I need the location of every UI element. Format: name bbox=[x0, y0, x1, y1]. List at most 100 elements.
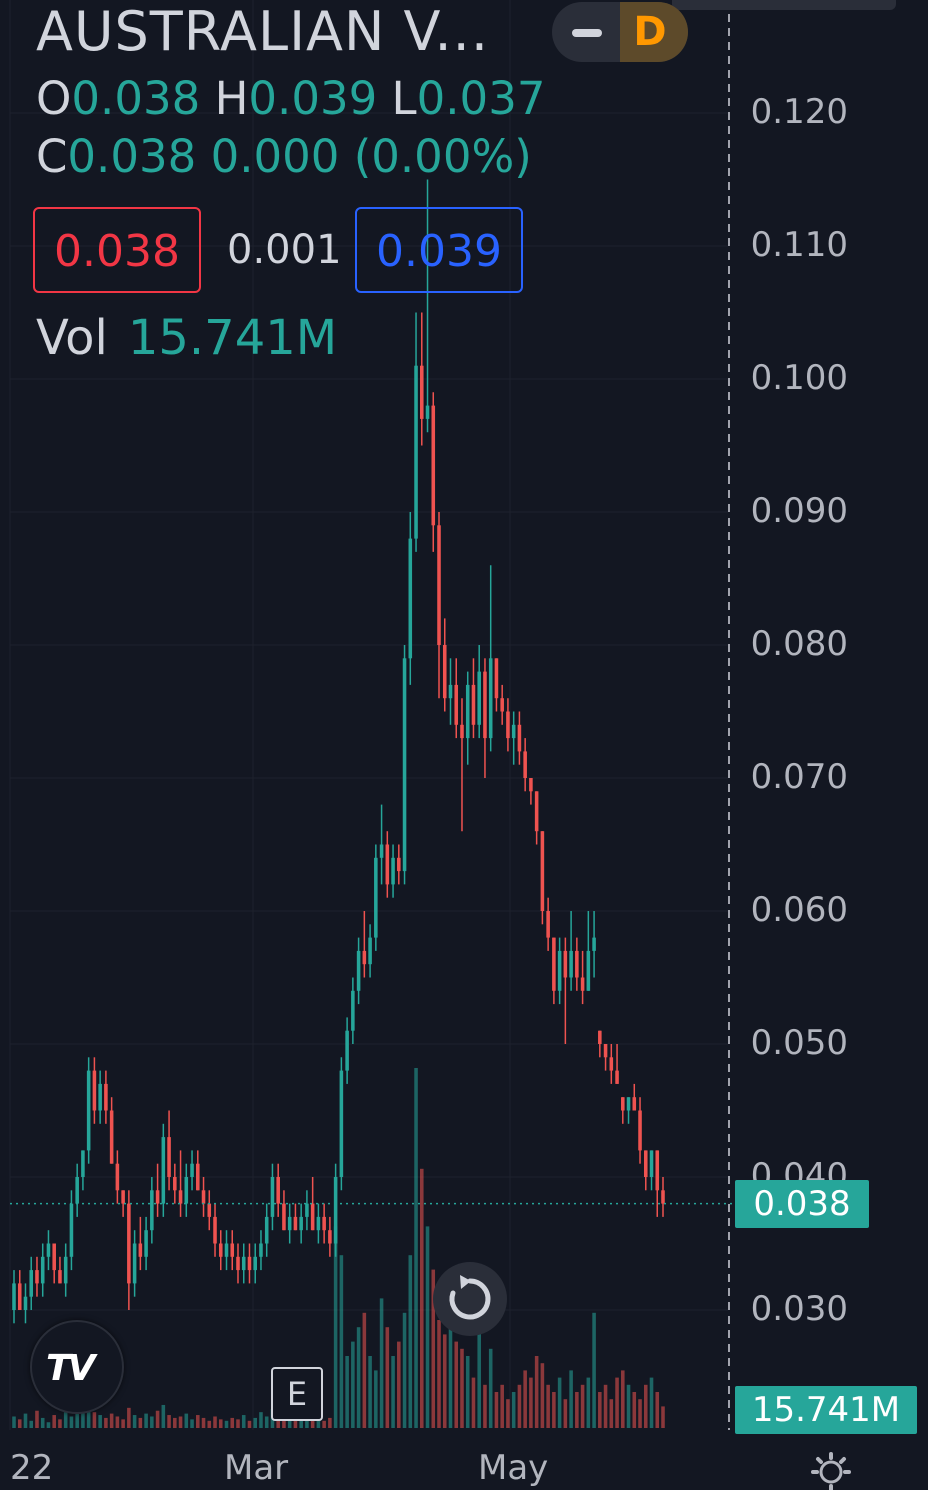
candle-body bbox=[477, 671, 481, 725]
candle-body bbox=[391, 857, 395, 885]
price-tick-label: 0.060 bbox=[750, 890, 848, 930]
volume-bar bbox=[69, 1416, 74, 1428]
candle-body bbox=[127, 1203, 131, 1284]
volume-bar bbox=[460, 1348, 464, 1428]
volume-bar bbox=[138, 1417, 143, 1428]
volume-bar bbox=[414, 1068, 418, 1428]
candle-body bbox=[339, 1070, 344, 1177]
low-value: 0.037 bbox=[416, 72, 546, 125]
price-tick-label: 0.110 bbox=[750, 225, 848, 265]
low-key: L bbox=[391, 72, 417, 125]
volume-bar bbox=[402, 1312, 407, 1428]
candle-body bbox=[586, 950, 591, 991]
price-tick-label: 0.080 bbox=[750, 624, 848, 664]
candle-body bbox=[35, 1270, 39, 1284]
price-tick-label: 0.030 bbox=[750, 1289, 848, 1329]
candle-body bbox=[609, 1057, 614, 1071]
candle-body bbox=[299, 1216, 303, 1231]
volume-bar bbox=[437, 1320, 441, 1428]
ohlc-row-1: O0.038 H0.039 L0.037 bbox=[36, 72, 545, 125]
candle-body bbox=[190, 1163, 194, 1177]
ask-badge[interactable]: 0.039 bbox=[355, 207, 523, 293]
volume-bar bbox=[575, 1392, 579, 1428]
volume-bar bbox=[523, 1370, 527, 1428]
volume-bar bbox=[230, 1417, 235, 1428]
volume-bar bbox=[471, 1377, 476, 1428]
volume-bar bbox=[104, 1417, 108, 1428]
candle-body bbox=[98, 1083, 102, 1111]
candle-body bbox=[29, 1270, 34, 1297]
candle-body bbox=[506, 711, 510, 739]
volume-bar bbox=[557, 1377, 562, 1428]
volume-bar bbox=[98, 1415, 102, 1428]
candle-body bbox=[17, 1283, 22, 1310]
volume-bar bbox=[500, 1384, 504, 1428]
candle-body bbox=[534, 791, 539, 832]
reset-button[interactable] bbox=[433, 1262, 507, 1336]
interval-label[interactable]: D bbox=[620, 2, 688, 62]
volume-bar bbox=[540, 1363, 545, 1428]
volume-bar bbox=[86, 1409, 91, 1428]
volume-bar bbox=[511, 1392, 516, 1428]
volume-bar bbox=[23, 1413, 28, 1428]
candle-body bbox=[511, 724, 516, 739]
volume-value: 15.741M bbox=[127, 310, 338, 366]
candle-body bbox=[661, 1190, 665, 1204]
candle-body bbox=[523, 751, 527, 778]
symbol-title[interactable]: AUSTRALIAN V... bbox=[36, 0, 489, 63]
candle-body bbox=[58, 1270, 62, 1284]
volume-bar bbox=[506, 1399, 510, 1428]
volume-bar bbox=[276, 1415, 280, 1428]
volume-bar bbox=[40, 1417, 45, 1428]
volume-bar bbox=[494, 1392, 499, 1428]
candle-body bbox=[500, 698, 504, 712]
candle-body bbox=[121, 1190, 125, 1204]
candle-body bbox=[23, 1296, 28, 1310]
volume-bar bbox=[150, 1416, 154, 1428]
volume-bar bbox=[362, 1312, 367, 1428]
high-value: 0.039 bbox=[248, 72, 378, 125]
candle-body bbox=[310, 1203, 315, 1231]
price-tick-label: 0.070 bbox=[750, 757, 848, 797]
candle-body bbox=[75, 1177, 79, 1204]
candle-body bbox=[52, 1243, 56, 1271]
earnings-marker[interactable]: E bbox=[271, 1367, 323, 1421]
volume-bar bbox=[167, 1415, 171, 1428]
volume-bars bbox=[12, 1068, 665, 1428]
volume-bar bbox=[592, 1312, 596, 1428]
volume-bar bbox=[356, 1327, 361, 1428]
candle-body bbox=[224, 1243, 229, 1257]
candle-body bbox=[437, 525, 441, 645]
volume-bar bbox=[196, 1415, 200, 1428]
candle-body bbox=[109, 1110, 114, 1164]
candle-body bbox=[201, 1190, 206, 1204]
volume-bar bbox=[109, 1413, 114, 1428]
volume-bar bbox=[580, 1384, 585, 1428]
candle-body bbox=[287, 1216, 292, 1231]
close-value: 0.038 bbox=[67, 130, 197, 183]
volume-bar bbox=[328, 1417, 332, 1428]
candle-body bbox=[161, 1137, 166, 1204]
volume-bar bbox=[253, 1417, 258, 1428]
candle-body bbox=[368, 937, 372, 965]
interval-toggle[interactable]: D bbox=[552, 2, 688, 62]
volume-bar bbox=[339, 1255, 344, 1428]
candle-body bbox=[598, 1030, 602, 1044]
candle-body bbox=[397, 857, 401, 872]
volume-bar bbox=[655, 1392, 660, 1428]
tradingview-logo[interactable]: TV bbox=[30, 1320, 124, 1414]
volume-bar bbox=[316, 1415, 321, 1428]
candle-body bbox=[81, 1150, 85, 1177]
candle-body bbox=[144, 1230, 148, 1257]
gear-icon[interactable] bbox=[808, 1448, 854, 1490]
candle-body bbox=[592, 937, 596, 951]
volume-bar bbox=[282, 1419, 286, 1428]
bid-badge[interactable]: 0.038 bbox=[33, 207, 201, 293]
spread-value: 0.001 bbox=[227, 227, 342, 273]
candle-body bbox=[196, 1163, 200, 1191]
minus-icon[interactable] bbox=[572, 29, 602, 37]
candle-body bbox=[563, 950, 568, 978]
candle-body bbox=[264, 1216, 269, 1244]
volume-bar bbox=[615, 1377, 619, 1428]
